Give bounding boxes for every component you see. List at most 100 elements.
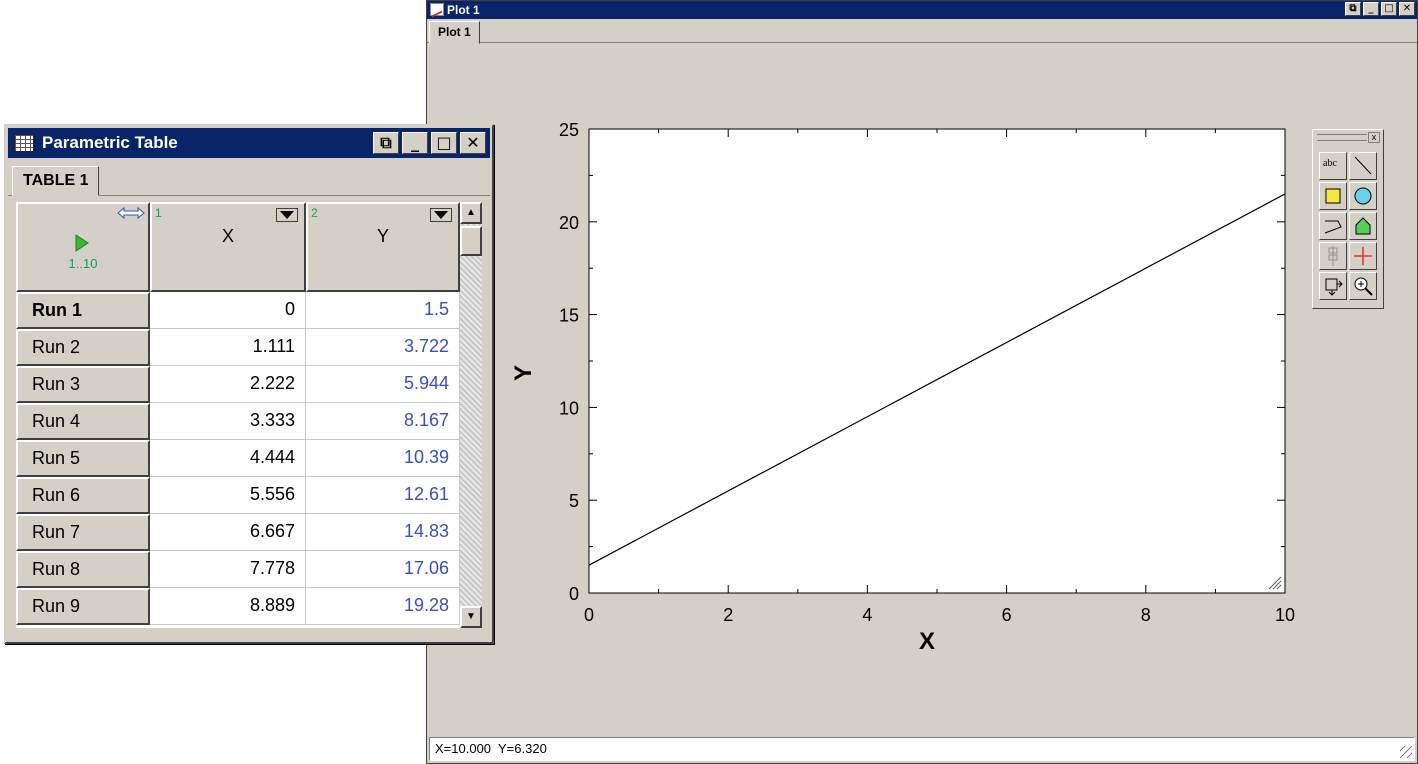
cell-y[interactable]: 3.722 bbox=[306, 329, 460, 366]
row-header[interactable]: Run 5 bbox=[16, 440, 150, 477]
rectangle-icon bbox=[1325, 188, 1341, 204]
cell-x[interactable]: 7.778 bbox=[150, 551, 306, 588]
cell-y[interactable]: 12.61 bbox=[306, 477, 460, 514]
column-header-y[interactable]: 2 Y bbox=[306, 202, 460, 292]
x-tick-label: 6 bbox=[1002, 605, 1012, 625]
plot-tabstrip: Plot 1 bbox=[427, 19, 1417, 44]
plot-window-title: Plot 1 bbox=[447, 3, 480, 17]
cell-x[interactable]: 0 bbox=[150, 292, 306, 329]
cell-x[interactable]: 6.667 bbox=[150, 514, 306, 551]
text-tool-icon: abc bbox=[1323, 158, 1337, 169]
polygon-icon bbox=[1355, 217, 1371, 235]
cell-x[interactable]: 2.222 bbox=[150, 366, 306, 403]
status-bar: X=10.000 Y=6.320 bbox=[429, 737, 1415, 761]
window-resize-grip[interactable] bbox=[1400, 746, 1412, 758]
cell-x[interactable]: 5.556 bbox=[150, 477, 306, 514]
cell-y[interactable]: 14.83 bbox=[306, 514, 460, 551]
minimize-button[interactable]: _ bbox=[1363, 2, 1379, 16]
column-title: X bbox=[221, 226, 234, 246]
polyline-icon bbox=[1324, 220, 1342, 234]
table-title-bar[interactable]: Parametric Table ⧉ _ □ ✕ bbox=[8, 128, 490, 158]
column-menu-icon[interactable] bbox=[430, 208, 452, 222]
plot-resize-grip[interactable] bbox=[1268, 576, 1282, 590]
polyline-tool-button[interactable] bbox=[1319, 212, 1347, 240]
series-line bbox=[588, 193, 1286, 566]
tool-palette: x abc bbox=[1312, 129, 1384, 309]
x-tick-label: 10 bbox=[1275, 605, 1295, 625]
cell-y[interactable]: 19.28 bbox=[306, 588, 460, 625]
maximize-button[interactable]: □ bbox=[1381, 2, 1397, 16]
palette-close-button[interactable]: x bbox=[1368, 132, 1380, 143]
resize-columns-icon[interactable] bbox=[116, 206, 146, 220]
tab-plot-1[interactable]: Plot 1 bbox=[429, 21, 480, 44]
column-number: 2 bbox=[311, 206, 318, 220]
x-tick-label: 8 bbox=[1141, 605, 1151, 625]
table-tile-button[interactable]: ⧉ bbox=[373, 132, 399, 154]
scroll-up-button[interactable]: ▲ bbox=[460, 202, 482, 224]
row-header[interactable]: Run 8 bbox=[16, 551, 150, 588]
cell-y[interactable]: 17.06 bbox=[306, 551, 460, 588]
move-tool-button[interactable] bbox=[1319, 272, 1347, 300]
text-tool-button[interactable]: abc bbox=[1319, 152, 1347, 180]
align-icon bbox=[1328, 246, 1338, 266]
y-tick-label: 25 bbox=[559, 120, 579, 140]
close-button[interactable]: ✕ bbox=[1399, 2, 1415, 16]
plot-app-icon bbox=[430, 3, 444, 16]
cell-x[interactable]: 3.333 bbox=[150, 403, 306, 440]
column-menu-icon[interactable] bbox=[276, 208, 298, 222]
parametric-table-window: Parametric Table ⧉ _ □ ✕ TABLE 1 1..10 1… bbox=[4, 124, 494, 644]
crosshair-icon bbox=[1354, 247, 1372, 265]
row-header[interactable]: Run 2 bbox=[16, 329, 150, 366]
y-tick-label: 20 bbox=[559, 213, 579, 233]
cell-x[interactable]: 1.111 bbox=[150, 329, 306, 366]
crosshair-tool-button[interactable] bbox=[1349, 242, 1377, 270]
parametric-grid: 1..10 1 X 2 Y Run 1 0 1.5 Run 2 1.111 3.722 Ru… bbox=[16, 202, 482, 628]
rectangle-tool-button[interactable] bbox=[1319, 182, 1347, 210]
x-tick-label: 4 bbox=[862, 605, 872, 625]
row-header[interactable]: Run 3 bbox=[16, 366, 150, 403]
row-header[interactable]: Run 4 bbox=[16, 403, 150, 440]
tab-table-1[interactable]: TABLE 1 bbox=[12, 166, 100, 196]
scroll-down-button[interactable]: ▼ bbox=[460, 606, 482, 628]
row-header[interactable]: Run 7 bbox=[16, 514, 150, 551]
line-tool-button[interactable] bbox=[1349, 152, 1377, 180]
y-tick-label: 10 bbox=[559, 398, 579, 418]
palette-grip[interactable] bbox=[1317, 134, 1367, 141]
scroll-thumb[interactable] bbox=[460, 226, 482, 256]
run-range: 1..10 bbox=[68, 256, 98, 271]
y-tick-label: 0 bbox=[569, 584, 579, 604]
vertical-scrollbar[interactable]: ▲ ▼ bbox=[460, 202, 482, 628]
line-icon bbox=[1354, 156, 1372, 175]
row-header[interactable]: Run 1 bbox=[16, 292, 150, 329]
x-tick-label: 2 bbox=[723, 605, 733, 625]
row-header[interactable]: Run 6 bbox=[16, 477, 150, 514]
table-close-button[interactable]: ✕ bbox=[460, 132, 486, 154]
cell-y[interactable]: 8.167 bbox=[306, 403, 460, 440]
cell-y[interactable]: 10.39 bbox=[306, 440, 460, 477]
y-tick-label: 15 bbox=[559, 306, 579, 326]
run-header[interactable]: 1..10 bbox=[16, 202, 150, 292]
oval-tool-button[interactable] bbox=[1349, 182, 1377, 210]
table-minimize-button[interactable]: _ bbox=[402, 132, 428, 154]
table-maximize-button[interactable]: □ bbox=[431, 132, 457, 154]
table-app-icon bbox=[14, 134, 34, 152]
table-tabstrip: TABLE 1 bbox=[8, 160, 490, 196]
align-tool-button[interactable] bbox=[1319, 242, 1347, 270]
polygon-tool-button[interactable] bbox=[1349, 212, 1377, 240]
cell-x[interactable]: 4.444 bbox=[150, 440, 306, 477]
tile-button[interactable]: ⧉ bbox=[1345, 2, 1361, 16]
cell-x[interactable]: 8.889 bbox=[150, 588, 306, 625]
zoom-tool-button[interactable] bbox=[1349, 272, 1377, 300]
row-header[interactable]: Run 9 bbox=[16, 588, 150, 625]
column-title: Y bbox=[376, 226, 389, 246]
plot-area[interactable]: 0 2 4 6 8 10 0 5 10 15 20 25 X Y bbox=[427, 1, 1417, 731]
plot-title-bar[interactable]: Plot 1 ⧉ _ □ ✕ bbox=[427, 1, 1417, 19]
oval-icon bbox=[1354, 187, 1372, 205]
column-header-x[interactable]: 1 X bbox=[150, 202, 306, 292]
plot-frame bbox=[588, 128, 1286, 594]
cell-y[interactable]: 5.944 bbox=[306, 366, 460, 403]
run-play-icon[interactable] bbox=[74, 234, 90, 252]
x-tick-label: 0 bbox=[584, 605, 594, 625]
y-tick-label: 5 bbox=[569, 491, 579, 511]
cell-y[interactable]: 1.5 bbox=[306, 292, 460, 329]
